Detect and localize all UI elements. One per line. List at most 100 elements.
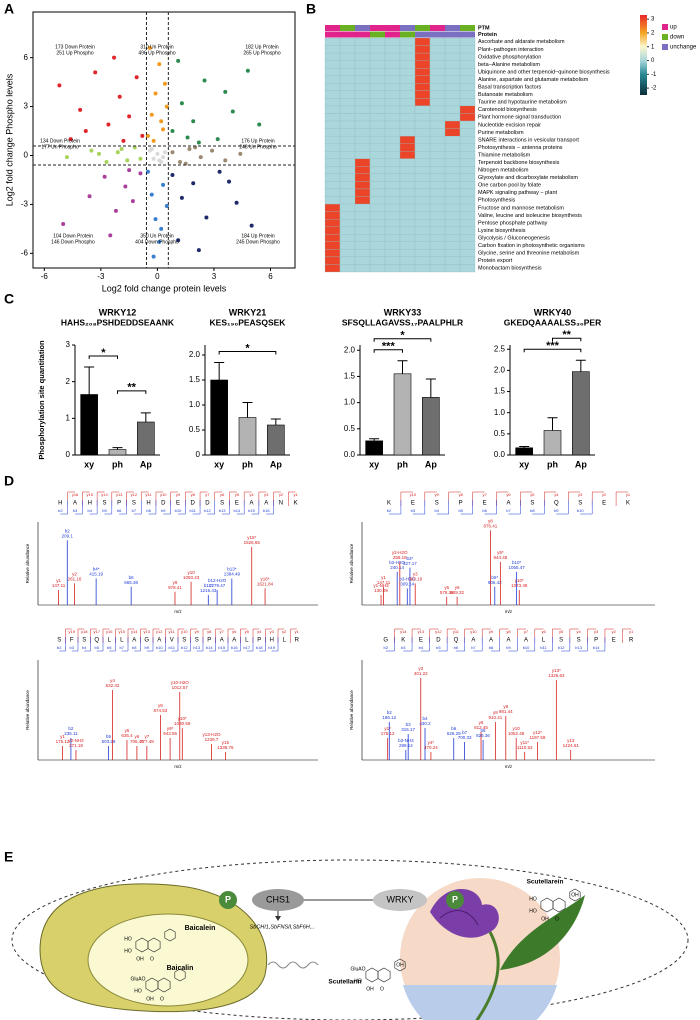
heatmap-cell bbox=[384, 37, 401, 46]
y-tick-label: 2 bbox=[66, 377, 71, 386]
b-ion-label: b16 bbox=[231, 645, 238, 650]
peak-ion: y8 bbox=[158, 703, 163, 708]
heatmap-cell bbox=[429, 264, 446, 273]
heatmap-cell bbox=[354, 52, 371, 61]
heatmap-cell bbox=[384, 52, 401, 61]
heatmap-cell bbox=[369, 188, 386, 197]
bar bbox=[515, 447, 533, 456]
heatmap-cell bbox=[429, 98, 446, 107]
y-ion-bracket bbox=[615, 491, 629, 506]
b-ion-bracket bbox=[556, 500, 569, 515]
atom-label: O bbox=[160, 996, 164, 1002]
point bbox=[245, 68, 250, 73]
y-tick-label: 3 bbox=[24, 102, 29, 111]
heatmap-cell bbox=[339, 203, 356, 212]
heatmap-cell bbox=[384, 166, 401, 175]
point bbox=[157, 239, 162, 244]
peak-ion: y9 bbox=[503, 704, 508, 709]
residue: E bbox=[612, 638, 616, 644]
residue: G bbox=[144, 638, 149, 644]
y-tick-label: 1.0 bbox=[189, 400, 201, 409]
y-axis-label: Relative abundance bbox=[25, 690, 30, 730]
y-ion-label: y16 bbox=[106, 629, 113, 634]
b-ion-label: b12 bbox=[558, 645, 565, 650]
heatmap-cell bbox=[444, 68, 461, 76]
atom-label: GluAO bbox=[350, 966, 365, 972]
residue: A bbox=[506, 638, 510, 644]
b-ion-bracket bbox=[484, 500, 497, 515]
heatmap-cell bbox=[459, 113, 476, 122]
heatmap-cell bbox=[324, 234, 341, 242]
y-tick-label: 2.0 bbox=[344, 345, 356, 354]
point bbox=[227, 179, 232, 184]
peak-mz: 1384.49 bbox=[224, 572, 241, 577]
peak-mz: 826.36 bbox=[476, 733, 490, 738]
molecule-structure bbox=[145, 968, 186, 993]
heatmap-cell bbox=[339, 226, 356, 235]
row-label: Glyoxylate and dicarboxylate metabolism bbox=[478, 175, 578, 181]
heatmap-cell bbox=[444, 166, 461, 175]
peak-mz: 175.12 bbox=[381, 731, 395, 736]
heatmap-cell bbox=[354, 113, 371, 122]
error-bar bbox=[575, 359, 586, 372]
x-tick-label: xy bbox=[214, 459, 224, 469]
residue: A bbox=[132, 638, 136, 644]
annotation-cell bbox=[430, 25, 445, 31]
significance-label: ** bbox=[127, 382, 136, 394]
heatmap-cell bbox=[459, 37, 476, 46]
b-ion-label: b4 bbox=[82, 645, 87, 650]
peak-mz: 261.16 bbox=[68, 577, 82, 582]
peak-ion: y13-H2O bbox=[203, 732, 222, 737]
residue: Q bbox=[454, 638, 459, 644]
atom-label: HO bbox=[354, 978, 362, 984]
pathway-diagram: P CHS1 WRKY P SbCHI1,SbFNSII,SbF6H... Ba… bbox=[11, 859, 689, 1020]
point bbox=[115, 150, 120, 155]
heatmap-cell bbox=[399, 166, 416, 175]
y-ion-label: y5 bbox=[530, 492, 535, 497]
heatmap-cell bbox=[354, 181, 371, 190]
heatmap-cell bbox=[414, 196, 431, 205]
x-tick-label: Ap bbox=[575, 459, 587, 469]
point bbox=[249, 223, 254, 228]
heatmap-cell bbox=[339, 188, 356, 197]
point bbox=[223, 158, 228, 163]
point bbox=[125, 158, 130, 163]
peak-ion: y8 bbox=[488, 518, 493, 523]
heatmap-cell bbox=[369, 98, 386, 107]
chart-title: WRKY21 bbox=[229, 307, 267, 317]
quadrant-count: 265 Up Phospho bbox=[243, 50, 280, 56]
point bbox=[149, 146, 154, 151]
b-ion-bracket bbox=[119, 500, 127, 515]
point bbox=[106, 122, 111, 127]
heatmap-cell bbox=[459, 188, 476, 197]
x-tick-label: 3 bbox=[212, 272, 217, 281]
x-axis-label: m/z bbox=[505, 764, 513, 769]
b-ion-label: b7 bbox=[120, 645, 125, 650]
point bbox=[170, 150, 175, 155]
y-ion-label: y13 bbox=[116, 492, 123, 497]
annotation-cell bbox=[340, 31, 355, 38]
heatmap-cell bbox=[429, 256, 446, 265]
residue: A bbox=[250, 501, 254, 507]
point bbox=[176, 58, 181, 63]
peak-ion: y9* bbox=[167, 726, 174, 731]
b-ion-label: b5 bbox=[436, 645, 441, 650]
connector bbox=[267, 961, 319, 969]
b-ion-label: b7 bbox=[506, 508, 511, 513]
peak-mz: 944.48 bbox=[493, 555, 507, 560]
b-ion-label: b2 bbox=[58, 508, 63, 513]
peak-mz: 910.41 bbox=[488, 715, 502, 720]
peak-ion: y2-H2O bbox=[392, 550, 408, 555]
peak-mz: 327.17 bbox=[403, 561, 417, 566]
b-ion-label: b10 bbox=[175, 508, 182, 513]
heatmap-cell bbox=[414, 188, 431, 197]
peak-ion: y10 bbox=[187, 570, 195, 575]
heatmap-cell bbox=[414, 173, 431, 182]
y-ion-label: y3 bbox=[270, 629, 275, 634]
heatmap-cell bbox=[429, 113, 446, 122]
b-ion-label: b19 bbox=[268, 645, 275, 650]
heatmap-cell bbox=[369, 234, 386, 242]
arrow-head bbox=[275, 916, 281, 921]
point bbox=[83, 129, 88, 134]
b-ion-label: b6 bbox=[107, 645, 112, 650]
